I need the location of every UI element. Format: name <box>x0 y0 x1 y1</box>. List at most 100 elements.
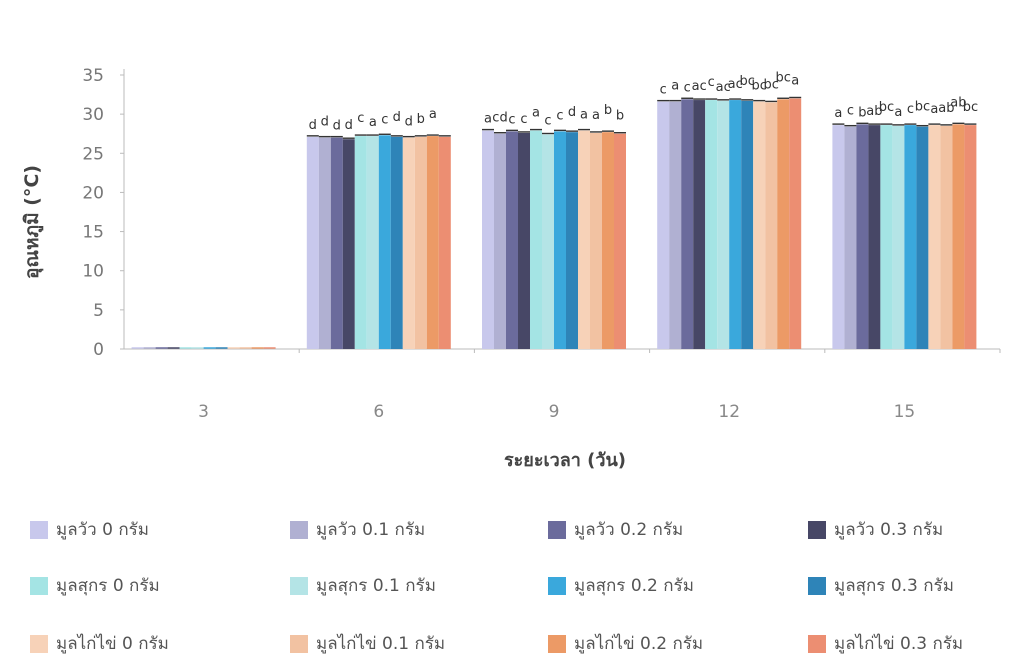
legend-swatch <box>808 520 826 539</box>
bar <box>657 101 670 349</box>
bar <box>669 101 682 349</box>
legend-item: มูลสุกร 0 กรัม <box>30 572 160 599</box>
legend-label: มูลวัว 0.3 กรัม <box>834 520 944 540</box>
bar <box>753 101 766 349</box>
y-tick-label: 0 <box>93 340 104 360</box>
significance-label: bc <box>763 77 778 92</box>
significance-label: a <box>791 73 799 88</box>
x-tick-label: 9 <box>549 402 560 422</box>
legend-label: มูลสุกร 0.2 กรัม <box>574 576 694 596</box>
bar <box>916 126 929 349</box>
legend-item: มูลไก่ไข่ 0.2 กรัม <box>548 630 703 657</box>
significance-label: c <box>556 108 563 123</box>
legend-swatch <box>290 576 308 595</box>
bar <box>856 124 869 349</box>
bar <box>366 136 379 349</box>
significance-label: ab <box>866 104 882 119</box>
y-tick-label: 25 <box>82 144 104 164</box>
legend-item: มูลไก่ไข่ 0.3 กรัม <box>808 630 963 657</box>
significance-label: c <box>544 113 551 128</box>
significance-label: bc <box>775 70 790 85</box>
significance-label: bc <box>879 100 894 115</box>
bar <box>438 136 451 349</box>
bar <box>342 139 355 349</box>
significance-label: a <box>580 108 588 123</box>
bar <box>318 137 331 349</box>
bar <box>952 124 965 349</box>
bar <box>506 131 518 349</box>
legend-label: มูลสุกร 0.1 กรัม <box>316 576 436 596</box>
legend-item: มูลวัว 0.1 กรัม <box>290 516 425 543</box>
legend: มูลวัว 0 กรัม มูลวัว 0.1 กรัม มูลวัว 0.2 ก… <box>0 500 1013 660</box>
bar <box>590 132 602 349</box>
bar <box>306 136 319 349</box>
legend-swatch <box>808 634 826 653</box>
significance-label: a <box>484 112 492 127</box>
legend-swatch <box>548 634 566 653</box>
significance-label: ab <box>938 101 954 116</box>
significance-label: a <box>834 106 842 121</box>
significance-label: ab <box>950 95 966 110</box>
bar <box>330 137 343 349</box>
significance-label: c <box>660 83 667 98</box>
significance-label: b <box>417 112 425 127</box>
bar <box>602 132 614 349</box>
bar <box>777 99 790 349</box>
legend-label: มูลวัว 0 กรัม <box>56 520 149 540</box>
bar <box>904 125 917 349</box>
y-tick-label: 10 <box>82 262 104 282</box>
significance-label: c <box>907 102 914 117</box>
significance-label: d <box>568 105 576 120</box>
legend-label: มูลไก่ไข่ 0.1 กรัม <box>316 634 446 654</box>
bar <box>390 136 403 349</box>
legend-swatch <box>548 520 566 539</box>
legend-swatch <box>290 520 308 539</box>
y-tick-label: 15 <box>82 223 104 243</box>
bar <box>542 134 554 349</box>
bars <box>131 96 977 350</box>
legend-item: มูลวัว 0 กรัม <box>30 516 149 543</box>
bar <box>729 100 742 350</box>
bar <box>741 100 754 349</box>
bar <box>681 99 694 349</box>
bar <box>414 136 427 349</box>
significance-label: d <box>405 115 413 130</box>
x-tick-label: 15 <box>894 402 916 422</box>
x-tick-label: 3 <box>198 402 209 422</box>
significance-label: c <box>520 112 527 127</box>
significance-label: d <box>345 118 353 133</box>
bar <box>554 131 566 349</box>
bar <box>928 125 941 349</box>
significance-label: ac <box>716 80 731 95</box>
bar <box>964 125 977 349</box>
bar <box>844 126 857 349</box>
legend-swatch <box>30 576 48 595</box>
legend-swatch <box>30 634 48 653</box>
significance-label: d <box>309 118 317 133</box>
bar <box>705 100 718 350</box>
significance-label: c <box>847 104 854 119</box>
bar <box>880 125 893 349</box>
x-tick-label: 12 <box>718 402 740 422</box>
significance-label: a <box>369 115 377 130</box>
bar <box>378 135 391 349</box>
significance-label: c <box>708 75 715 90</box>
significance-label: cd <box>492 111 507 126</box>
bar <box>940 125 953 349</box>
significance-label: ac <box>692 79 707 94</box>
significance-label: a <box>894 105 902 120</box>
bar <box>402 137 415 349</box>
y-axis-title: อุณหภูมิ (°C) <box>21 165 44 279</box>
significance-label: a <box>429 107 437 122</box>
bar <box>717 100 730 349</box>
significance-label: b <box>604 103 612 118</box>
legend-label: มูลวัว 0.2 กรัม <box>574 520 684 540</box>
significance-label: d <box>333 119 341 134</box>
bar <box>578 130 590 349</box>
significance-label: b <box>616 109 624 124</box>
significance-label: d <box>321 115 329 130</box>
y-tick-label: 5 <box>93 301 104 321</box>
bar <box>426 136 439 349</box>
x-axis-title: ระยะเวลา (วัน) <box>504 450 626 471</box>
